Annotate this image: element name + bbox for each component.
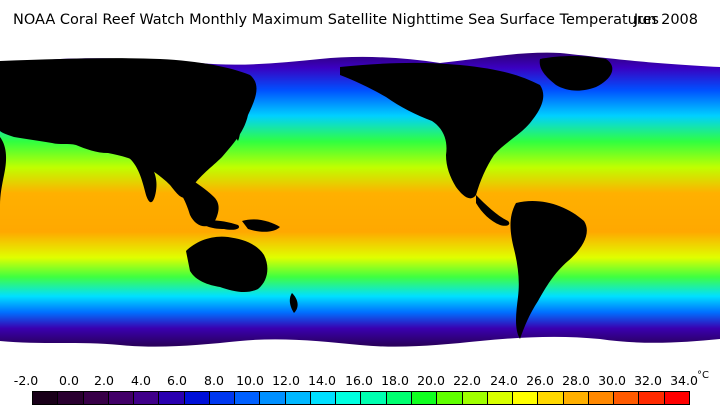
central-america (476, 195, 510, 226)
colorbar-swatch (83, 392, 109, 404)
indonesia (200, 220, 240, 230)
tick-label: 16.0 (345, 373, 373, 388)
colorbar-swatch (134, 392, 160, 404)
tick-label: 26.0 (526, 373, 554, 388)
tick-label: 32.0 (634, 373, 662, 388)
new-zealand (289, 293, 298, 313)
colorbar-swatch (563, 392, 589, 404)
colorbar-swatch (411, 392, 438, 404)
tick-label: 0.0 (59, 373, 79, 388)
colorbar-swatch (33, 392, 59, 404)
colorbar-tick-labels: -2.0 0.0 2.0 4.0 6.0 8.0 10.0 12.0 14.0 … (0, 370, 720, 389)
greenland (539, 56, 613, 91)
tick-label: 10.0 (236, 373, 264, 388)
colorbar-swatch (336, 392, 362, 404)
colorbar-swatch (386, 392, 412, 404)
colorbar-swatch (487, 392, 514, 404)
tick-label: 28.0 (562, 373, 590, 388)
unit-label: °C (697, 370, 709, 381)
tick-label: 18.0 (381, 373, 409, 388)
australia (186, 236, 268, 293)
colorbar-swatch (235, 392, 261, 404)
new-guinea (242, 219, 280, 232)
colorbar-swatch (588, 392, 615, 404)
indian-subcontinent (128, 157, 157, 203)
tick-label: 20.0 (417, 373, 445, 388)
tick-label: 24.0 (490, 373, 518, 388)
colorbar-swatch (361, 392, 387, 404)
tick-label: 34.0 (670, 373, 698, 388)
colorbar-swatch (159, 392, 185, 404)
colorbar-swatch (285, 392, 311, 404)
tick-label: 12.0 (272, 373, 300, 388)
eurasia-africa (0, 58, 257, 198)
colorbar-swatch (614, 392, 640, 404)
colorbar-swatch (462, 392, 488, 404)
tick-label: 14.0 (308, 373, 336, 388)
map-title: NOAA Coral Reef Watch Monthly Maximum Sa… (13, 12, 659, 28)
temperature-colorbar (32, 391, 690, 405)
colorbar-swatch (108, 392, 135, 404)
tick-label: 30.0 (598, 373, 626, 388)
africa-west (0, 137, 7, 205)
sea-surface-temperature-map (0, 45, 720, 367)
colorbar-swatch (58, 392, 84, 404)
title-bar: NOAA Coral Reef Watch Monthly Maximum Sa… (0, 0, 720, 45)
antarctica (0, 336, 720, 367)
colorbar-swatch (513, 392, 539, 404)
colorbar-swatch (664, 392, 689, 404)
colorbar-swatch (209, 392, 236, 404)
tick-label: -2.0 (13, 373, 39, 388)
tick-label: 6.0 (167, 373, 187, 388)
tick-label: 22.0 (453, 373, 481, 388)
south-america (510, 201, 587, 339)
colorbar-swatch (538, 392, 564, 404)
colorbar-swatch (260, 392, 286, 404)
tick-label: 8.0 (204, 373, 224, 388)
colorbar-swatch (310, 392, 337, 404)
map-date: Jun 2008 (633, 12, 698, 28)
colorbar-swatch (437, 392, 463, 404)
japan (233, 113, 241, 141)
tick-label: 4.0 (131, 373, 151, 388)
tick-label: 2.0 (94, 373, 114, 388)
colorbar-swatch (184, 392, 210, 404)
colorbar-swatch (639, 392, 665, 404)
southeast-asia (165, 175, 219, 227)
north-america (340, 62, 544, 199)
